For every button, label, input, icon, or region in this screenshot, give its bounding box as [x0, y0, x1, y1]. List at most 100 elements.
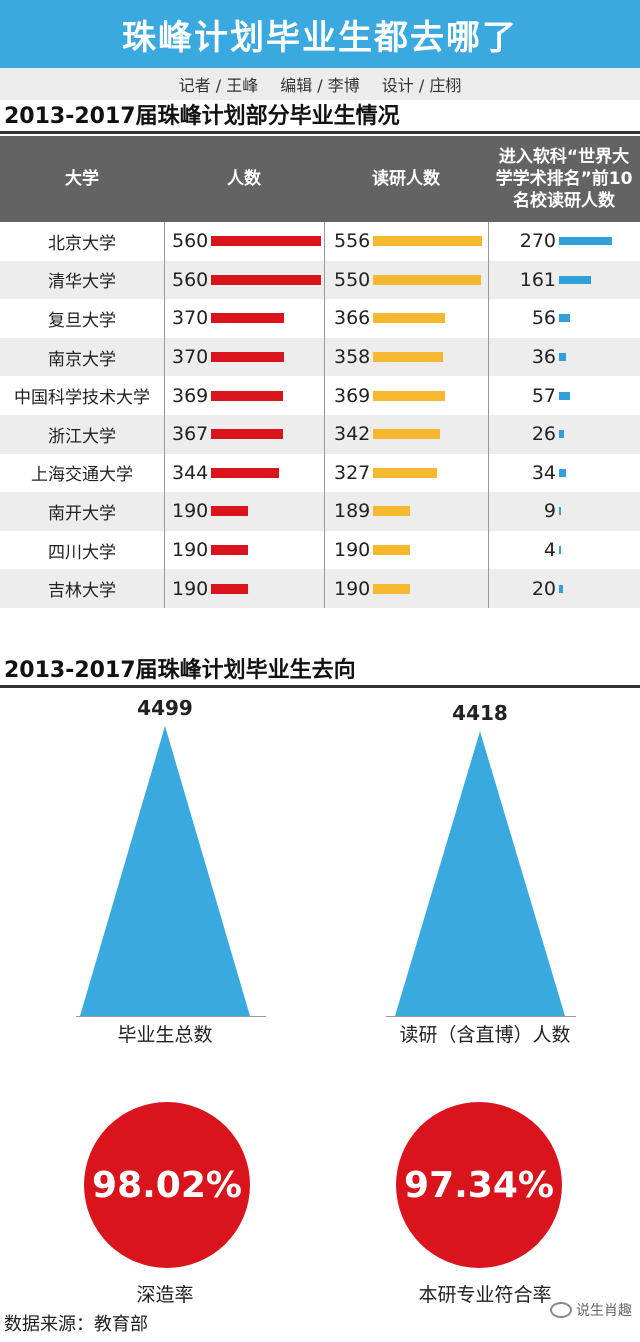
row-top10-bar — [559, 237, 612, 246]
row-university: 清华大学 — [48, 272, 116, 293]
data-source: 数据来源：教育部 — [4, 1314, 148, 1335]
row-total-bar — [211, 506, 249, 517]
title-bar: 珠峰计划毕业生都去哪了 — [0, 0, 640, 68]
row-grad-bar — [373, 545, 411, 556]
table-row: 吉林大学 190 190 20 — [0, 569, 640, 608]
row-total-bar — [211, 313, 284, 324]
circle-major-match: 97.34% — [396, 1102, 562, 1268]
row-total-value: 190 — [172, 539, 209, 562]
row-total-bar — [211, 352, 284, 363]
triangle-label-graduates: 毕业生总数 — [117, 1024, 213, 1046]
row-grad-bar — [373, 583, 411, 594]
table-row: 南京大学 370 358 36 — [0, 337, 640, 377]
row-university: 南开大学 — [48, 503, 116, 524]
circle-label-further-study: 深造率 — [136, 1284, 194, 1306]
row-university: 复旦大学 — [48, 310, 116, 331]
circle-label-major-match: 本研专业符合率 — [418, 1284, 552, 1306]
row-grad-value: 342 — [334, 423, 371, 446]
wechat-badge: 说生肖趣 — [550, 1300, 632, 1320]
row-total-value: 370 — [172, 346, 209, 369]
row-university: 中国科学技术大学 — [14, 388, 150, 409]
row-top10-bar — [559, 507, 561, 516]
row-top10-value: 56 — [531, 307, 556, 330]
row-total-bar — [211, 429, 284, 440]
row-top10-bar — [559, 584, 563, 593]
wechat-label: 说生肖趣 — [576, 1303, 632, 1319]
row-university: 吉林大学 — [48, 581, 116, 602]
row-grad-value: 190 — [334, 539, 371, 562]
credits: 记者 / 王峰 编辑 / 李博 设计 / 庄栩 — [0, 68, 640, 100]
row-total-bar — [211, 274, 321, 285]
table-row: 上海交通大学 344 327 34 — [0, 454, 640, 493]
table-row: 四川大学 190 190 4 — [0, 531, 640, 570]
row-top10-bar — [559, 430, 565, 439]
row-total-value: 560 — [172, 268, 209, 291]
baseline-left — [76, 1016, 266, 1017]
row-university: 上海交通大学 — [31, 465, 133, 486]
column-header-top10: 进入软科“世界大学学术排名”前10名校读研人数 — [495, 146, 633, 212]
row-total-value: 560 — [172, 230, 209, 253]
row-grad-bar — [373, 506, 411, 517]
triangle-value-1: 4418 — [452, 701, 508, 726]
row-grad-value: 358 — [334, 346, 371, 369]
circle-further-study: 98.02% — [84, 1102, 250, 1268]
row-grad-value: 189 — [334, 500, 371, 523]
circle-value-further-study: 98.02% — [92, 1164, 242, 1206]
row-grad-value: 369 — [334, 384, 371, 407]
column-header-university: 大学 — [65, 168, 99, 189]
row-top10-bar — [559, 546, 561, 555]
row-total-bar — [211, 390, 284, 401]
table-header: 大学 人数 读研人数 进入软科“世界大学学术排名”前10名校读研人数 — [0, 136, 640, 222]
row-grad-bar — [373, 352, 444, 363]
row-total-bar — [211, 236, 321, 247]
section-title-destination: 2013-2017届珠峰计划毕业生去向 — [0, 656, 640, 688]
row-grad-bar — [373, 390, 446, 401]
column-header-total: 人数 — [227, 168, 261, 189]
row-top10-value: 270 — [519, 230, 556, 253]
row-grad-bar — [373, 274, 482, 285]
row-top10-value: 4 — [543, 539, 556, 562]
row-top10-value: 9 — [543, 500, 556, 523]
row-top10-value: 57 — [531, 384, 556, 407]
column-divider — [164, 222, 165, 608]
table-row: 中国科学技术大学 369 369 57 — [0, 376, 640, 415]
table-row: 复旦大学 370 366 56 — [0, 299, 640, 338]
wechat-icon — [550, 1302, 572, 1318]
row-top10-bar — [559, 391, 571, 400]
triangle-label-grad-study: 读研（含直博）人数 — [399, 1024, 571, 1046]
table-row: 浙江大学 367 342 26 — [0, 415, 640, 454]
table-row: 清华大学 560 550 161 — [0, 260, 640, 300]
triangle-value-0: 4499 — [137, 696, 193, 720]
credit-designer: 设计 / 庄栩 — [381, 76, 462, 95]
row-total-bar — [211, 583, 249, 594]
row-total-bar — [211, 467, 279, 478]
column-divider — [488, 222, 489, 608]
row-total-value: 344 — [172, 461, 209, 484]
page-title: 珠峰计划毕业生都去哪了 — [122, 17, 518, 58]
row-grad-value: 366 — [334, 307, 371, 330]
row-total-value: 370 — [172, 307, 209, 330]
triangle-0 — [80, 726, 250, 1016]
row-grad-bar — [373, 313, 445, 324]
row-top10-bar — [559, 275, 591, 284]
row-top10-bar — [559, 353, 567, 362]
row-total-bar — [211, 545, 249, 556]
baseline-right — [386, 1016, 576, 1017]
row-top10-bar — [559, 314, 570, 323]
row-top10-value: 161 — [519, 268, 556, 291]
row-top10-value: 26 — [531, 423, 556, 446]
row-top10-value: 34 — [531, 461, 556, 484]
row-grad-value: 190 — [334, 577, 371, 600]
credit-editor: 编辑 / 李博 — [280, 76, 360, 95]
row-top10-value: 20 — [531, 577, 556, 600]
row-university: 四川大学 — [48, 542, 116, 563]
table-row: 北京大学 560 556 270 — [0, 222, 640, 261]
row-grad-value: 556 — [334, 230, 371, 253]
row-university: 北京大学 — [48, 233, 116, 254]
row-grad-value: 550 — [334, 268, 371, 291]
triangle-chart — [80, 726, 565, 1016]
row-grad-bar — [373, 467, 438, 478]
section-title-table: 2013-2017届珠峰计划部分毕业生情况 — [0, 102, 640, 134]
table-row: 南开大学 190 189 9 — [0, 492, 640, 531]
row-top10-bar — [559, 468, 566, 477]
